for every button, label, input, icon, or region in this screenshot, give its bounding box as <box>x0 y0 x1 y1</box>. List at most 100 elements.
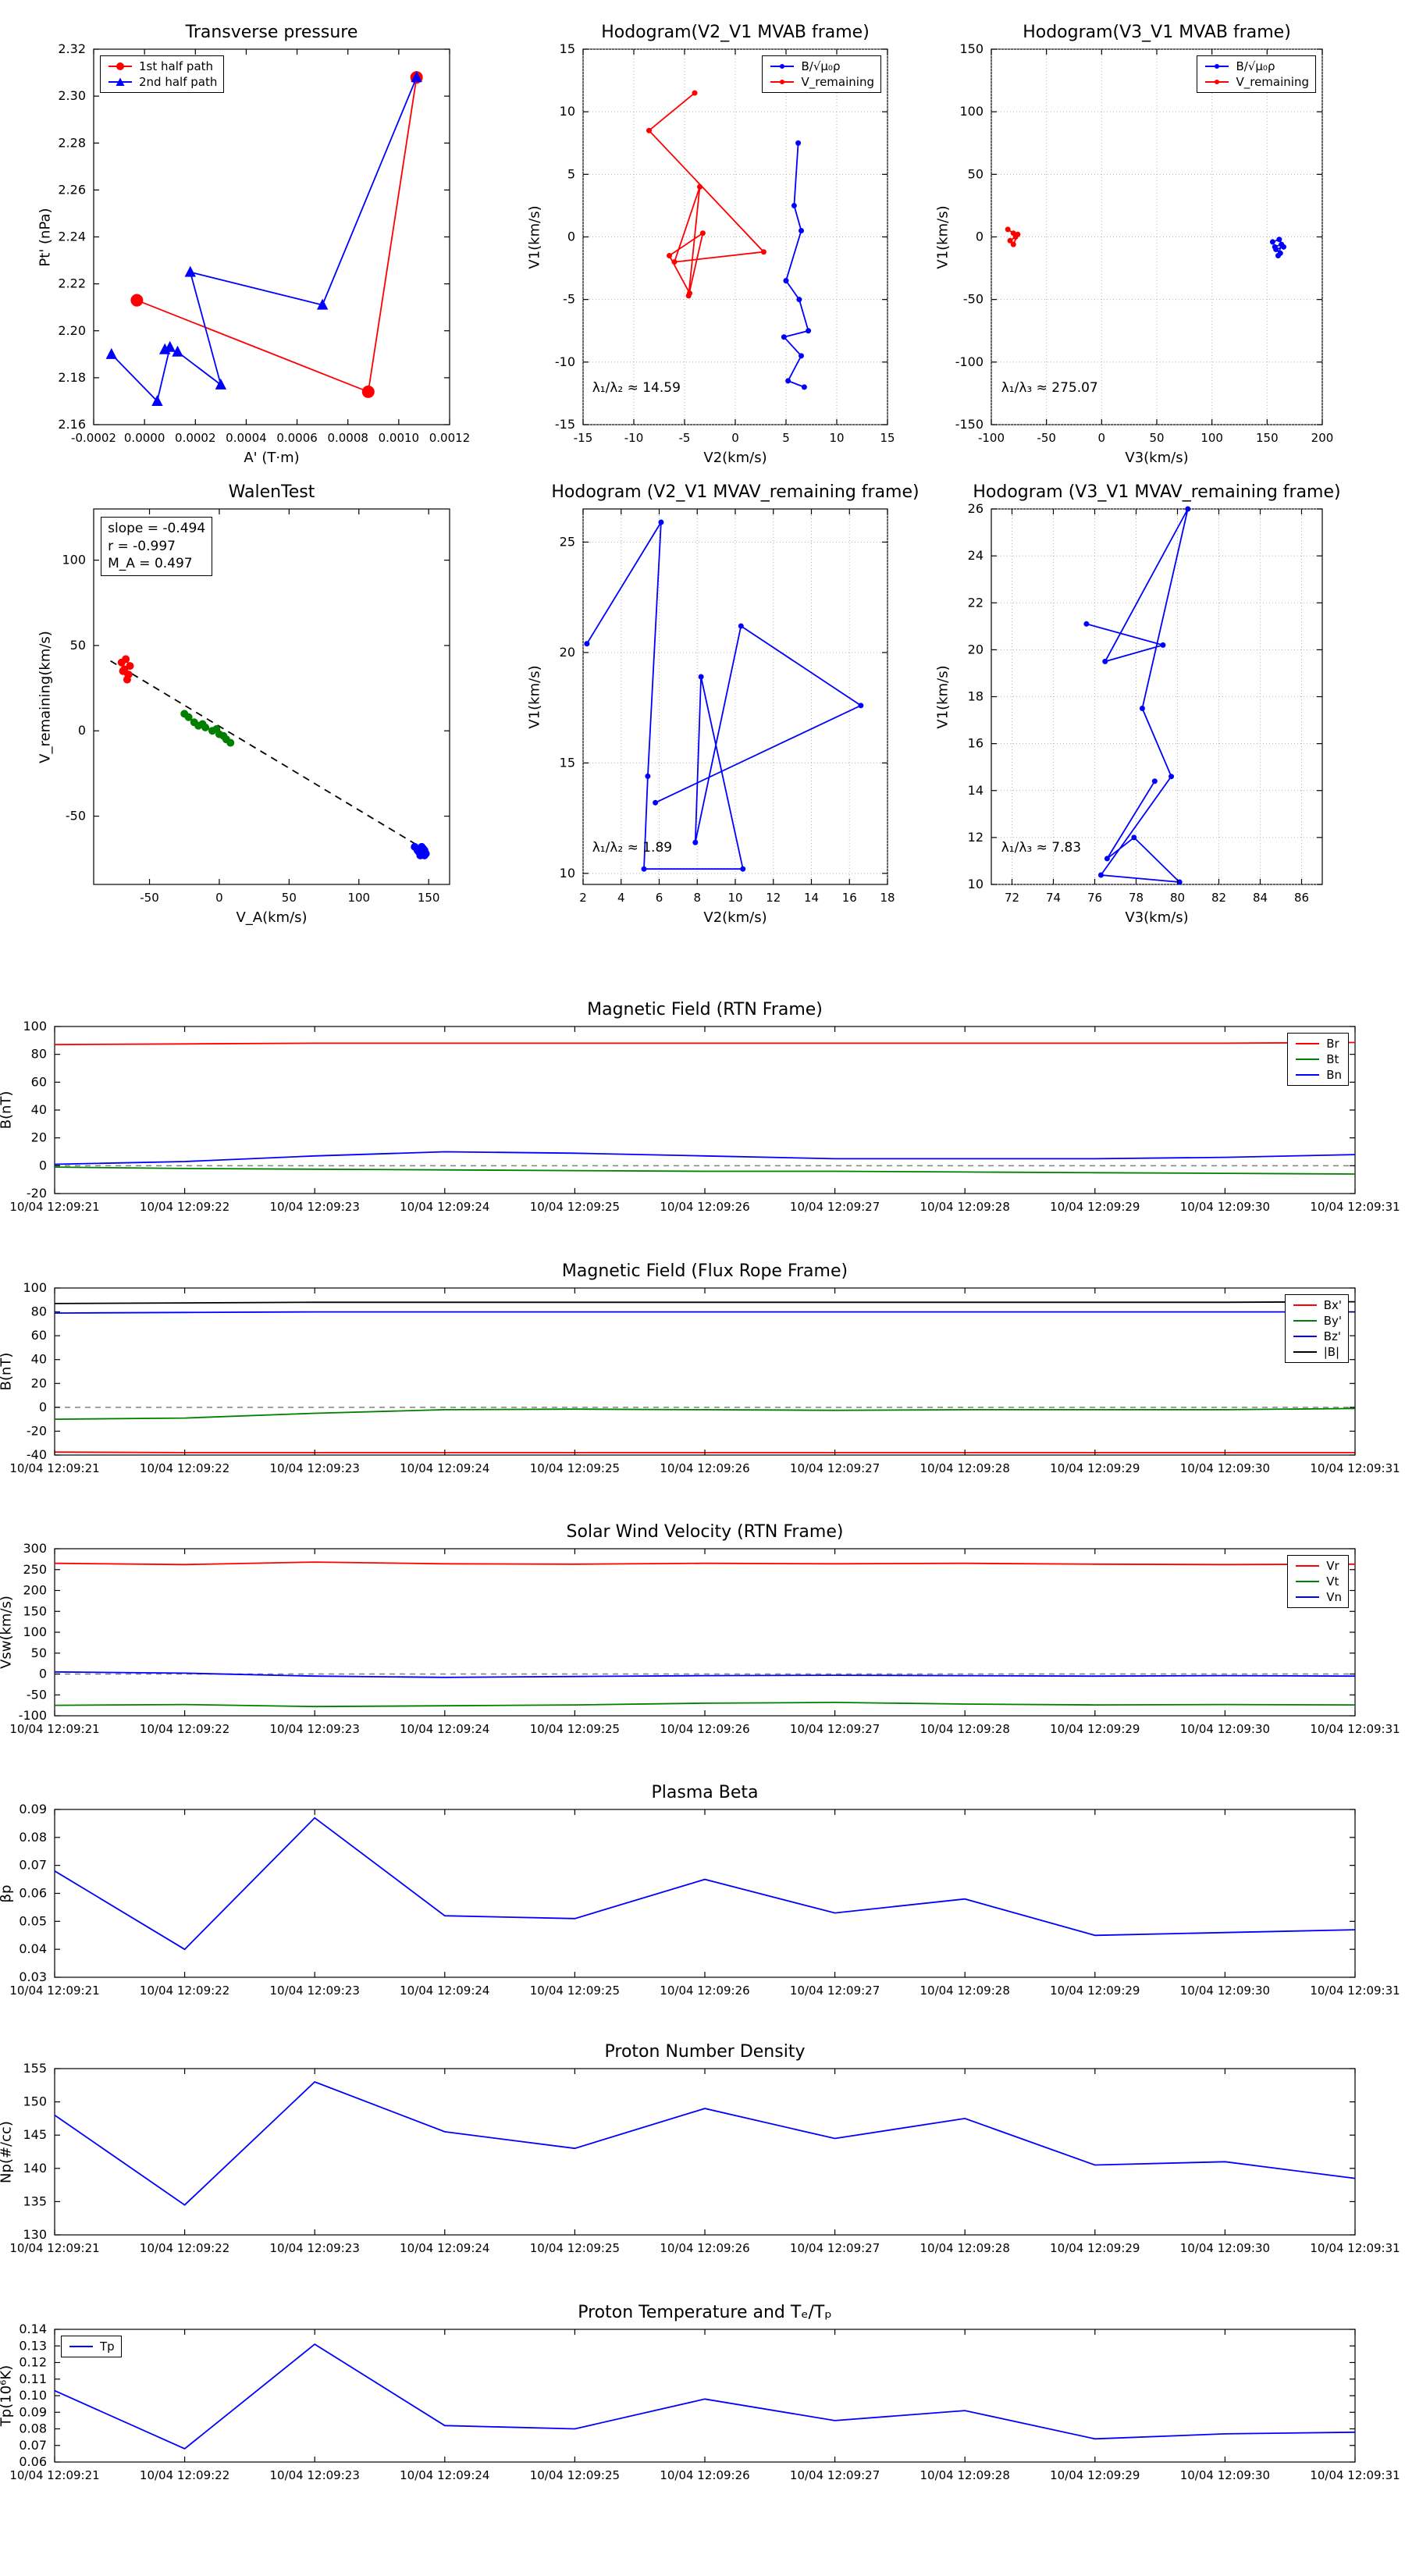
x-tick-label: 10/04 12:09:21 <box>9 1461 99 1475</box>
legend-entry: 1st half path <box>107 59 217 73</box>
y-tick-label: 0.07 <box>19 1858 47 1873</box>
legend-label: Vr <box>1326 1559 1339 1573</box>
y-tick-label: 200 <box>23 1583 47 1598</box>
y-tick-label: 2.26 <box>58 182 86 197</box>
legend: Bx' By' Bz' |B| <box>1284 1294 1349 1363</box>
x-tick-label: 0.0002 <box>175 431 216 445</box>
y-tick-label: 0 <box>39 1667 47 1681</box>
y-tick-label: -5 <box>563 292 575 307</box>
x-tick-label: 10/04 12:09:28 <box>920 1200 1010 1214</box>
x-tick-label: 150 <box>418 891 440 905</box>
legend-label: Br <box>1326 1037 1339 1051</box>
y-tick-label: 2.18 <box>58 370 86 385</box>
y-tick-label: 50 <box>31 1646 47 1660</box>
x-tick-label: 10/04 12:09:23 <box>270 2468 360 2482</box>
y-axis-label: Tp(10⁶K) <box>0 2364 15 2427</box>
x-tick-label: 10/04 12:09:31 <box>1310 1461 1400 1475</box>
y-tick-label: 25 <box>560 534 575 549</box>
y-tick-label: 40 <box>31 1102 47 1117</box>
x-tick-label: 2 <box>579 891 587 905</box>
x-tick-label: 10/04 12:09:24 <box>400 1461 489 1475</box>
y-tick-label: -10 <box>555 354 575 369</box>
legend-sample-line <box>1296 1059 1320 1060</box>
y-tick-label: 12 <box>968 830 984 845</box>
y-tick-label: -40 <box>27 1447 47 1462</box>
x-tick-label: 0.0000 <box>124 431 165 445</box>
series-cluster-points-markers <box>411 842 430 859</box>
y-tick-label: 18 <box>968 689 984 704</box>
x-tick-label: 10/04 12:09:25 <box>530 2241 620 2255</box>
chart-title: Hodogram(V2_V1 MVAB frame) <box>601 23 870 42</box>
x-tick-label: 10/04 12:09:21 <box>9 1200 99 1214</box>
x-tick-label: 10/04 12:09:27 <box>790 1722 880 1736</box>
x-tick-label: 10/04 12:09:27 <box>790 1984 880 1998</box>
y-tick-label: 20 <box>968 642 984 656</box>
y-tick-label: -20 <box>27 1423 47 1438</box>
plot-area <box>93 48 450 425</box>
y-tick-label: 2.24 <box>58 229 86 244</box>
y-tick-label: 2.16 <box>58 417 86 432</box>
series-beta <box>54 1816 1356 1951</box>
legend-sample-line <box>1296 1596 1320 1598</box>
legend-label: Bx' <box>1323 1298 1342 1312</box>
x-tick-label: 10/04 12:09:27 <box>790 2468 880 2482</box>
y-tick-label: 2.20 <box>58 323 86 338</box>
x-tick-label: 10/04 12:09:23 <box>270 2241 360 2255</box>
y-tick-label: 40 <box>31 1352 47 1367</box>
x-tick-label: 10 <box>829 431 844 445</box>
x-tick-label: 10/04 12:09:30 <box>1180 2468 1270 2482</box>
y-tick-label: 60 <box>31 1328 47 1343</box>
x-tick-label: 10/04 12:09:31 <box>1310 1984 1400 1998</box>
y-tick-label: 130 <box>23 2227 47 2242</box>
x-tick-label: 0.0010 <box>379 431 420 445</box>
legend-entry: Bt <box>1294 1052 1342 1066</box>
y-tick-label: -100 <box>19 1708 47 1723</box>
legend-entry: Bz' <box>1292 1329 1342 1343</box>
x-tick-label: 12 <box>766 891 781 905</box>
legend-label: B/√μ₀ρ <box>1236 59 1275 73</box>
series-b-markers <box>781 140 812 390</box>
x-tick-label: 10/04 12:09:31 <box>1310 1722 1400 1736</box>
x-tick-label: 0.0006 <box>276 431 318 445</box>
x-tick-label: 10/04 12:09:25 <box>530 1722 620 1736</box>
x-tick-label: 10/04 12:09:25 <box>530 1200 620 1214</box>
x-tick-label: 10/04 12:09:23 <box>270 1722 360 1736</box>
series-v2-v1-path <box>586 521 863 870</box>
x-tick-label: 15 <box>880 431 895 445</box>
x-tick-label: 10/04 12:09:27 <box>790 2241 880 2255</box>
annotation: λ₁/λ₂ ≈ 14.59 <box>592 380 681 397</box>
y-tick-label: 0.13 <box>19 2338 47 2353</box>
series-b <box>782 143 809 388</box>
x-tick-label: 10/04 12:09:22 <box>140 1461 229 1475</box>
legend-label: 2nd half path <box>139 75 218 89</box>
plot-area <box>54 2329 1356 2463</box>
x-tick-label: 10/04 12:09:21 <box>9 2241 99 2255</box>
x-tick-label: 10/04 12:09:26 <box>660 1461 749 1475</box>
x-tick-label: 10 <box>727 891 742 905</box>
legend-entry: By' <box>1292 1314 1342 1328</box>
series-v-remaining-markers <box>1005 226 1021 247</box>
x-tick-label: -50 <box>140 891 159 905</box>
legend: Vr Vt Vn <box>1287 1555 1349 1608</box>
series-np <box>54 2080 1356 2206</box>
y-tick-label: 145 <box>23 2127 47 2142</box>
y-tick-label: 0 <box>976 229 984 244</box>
y-tick-label: 2.30 <box>58 88 86 103</box>
x-tick-label: 10/04 12:09:21 <box>9 2468 99 2482</box>
chart-title: Proton Temperature and Tₑ/Tₚ <box>578 2303 832 2322</box>
x-tick-label: 78 <box>1129 891 1144 905</box>
legend: Br Bt Bn <box>1287 1033 1349 1086</box>
series-by <box>54 1407 1356 1420</box>
x-tick-label: 10/04 12:09:24 <box>400 1722 489 1736</box>
x-tick-label: 0 <box>1098 431 1106 445</box>
x-axis-label: V2(km/s) <box>703 909 767 926</box>
x-tick-label: 10/04 12:09:28 <box>920 1984 1010 1998</box>
